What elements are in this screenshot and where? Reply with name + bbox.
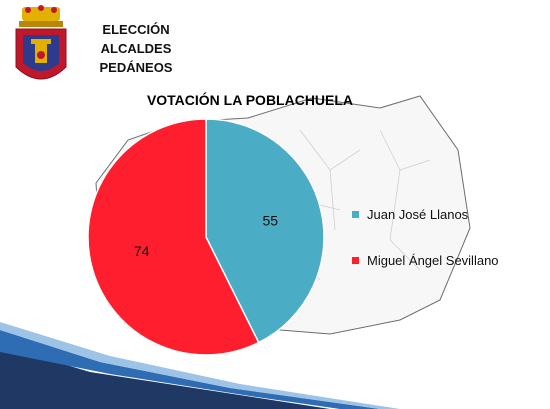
header-title-line: ALCALDES <box>100 41 172 56</box>
legend-item: Miguel Ángel Sevillano <box>352 250 499 270</box>
legend-swatch <box>352 256 359 264</box>
header-title-line: PEDÁNEOS <box>99 60 173 75</box>
pie-slice <box>205 118 325 344</box>
pie-data-label: 74 <box>134 243 150 259</box>
chart-title: VOTACIÓN LA POBLACHUELA <box>146 92 354 108</box>
header-title: ELECCIÓN ALCALDES PEDÁNEOS <box>86 20 186 77</box>
pie-slice <box>87 118 260 356</box>
chart-legend: Juan José Llanos Miguel Ángel Sevillano <box>352 204 499 296</box>
legend-swatch <box>352 210 359 218</box>
legend-item: Juan José Llanos <box>352 204 499 224</box>
coat-of-arms-icon <box>15 5 67 80</box>
legend-label: Miguel Ángel Sevillano <box>367 252 499 268</box>
pie-data-label: 55 <box>263 213 279 229</box>
legend-label: Juan José Llanos <box>367 206 469 222</box>
header-title-line: ELECCIÓN <box>102 22 170 37</box>
